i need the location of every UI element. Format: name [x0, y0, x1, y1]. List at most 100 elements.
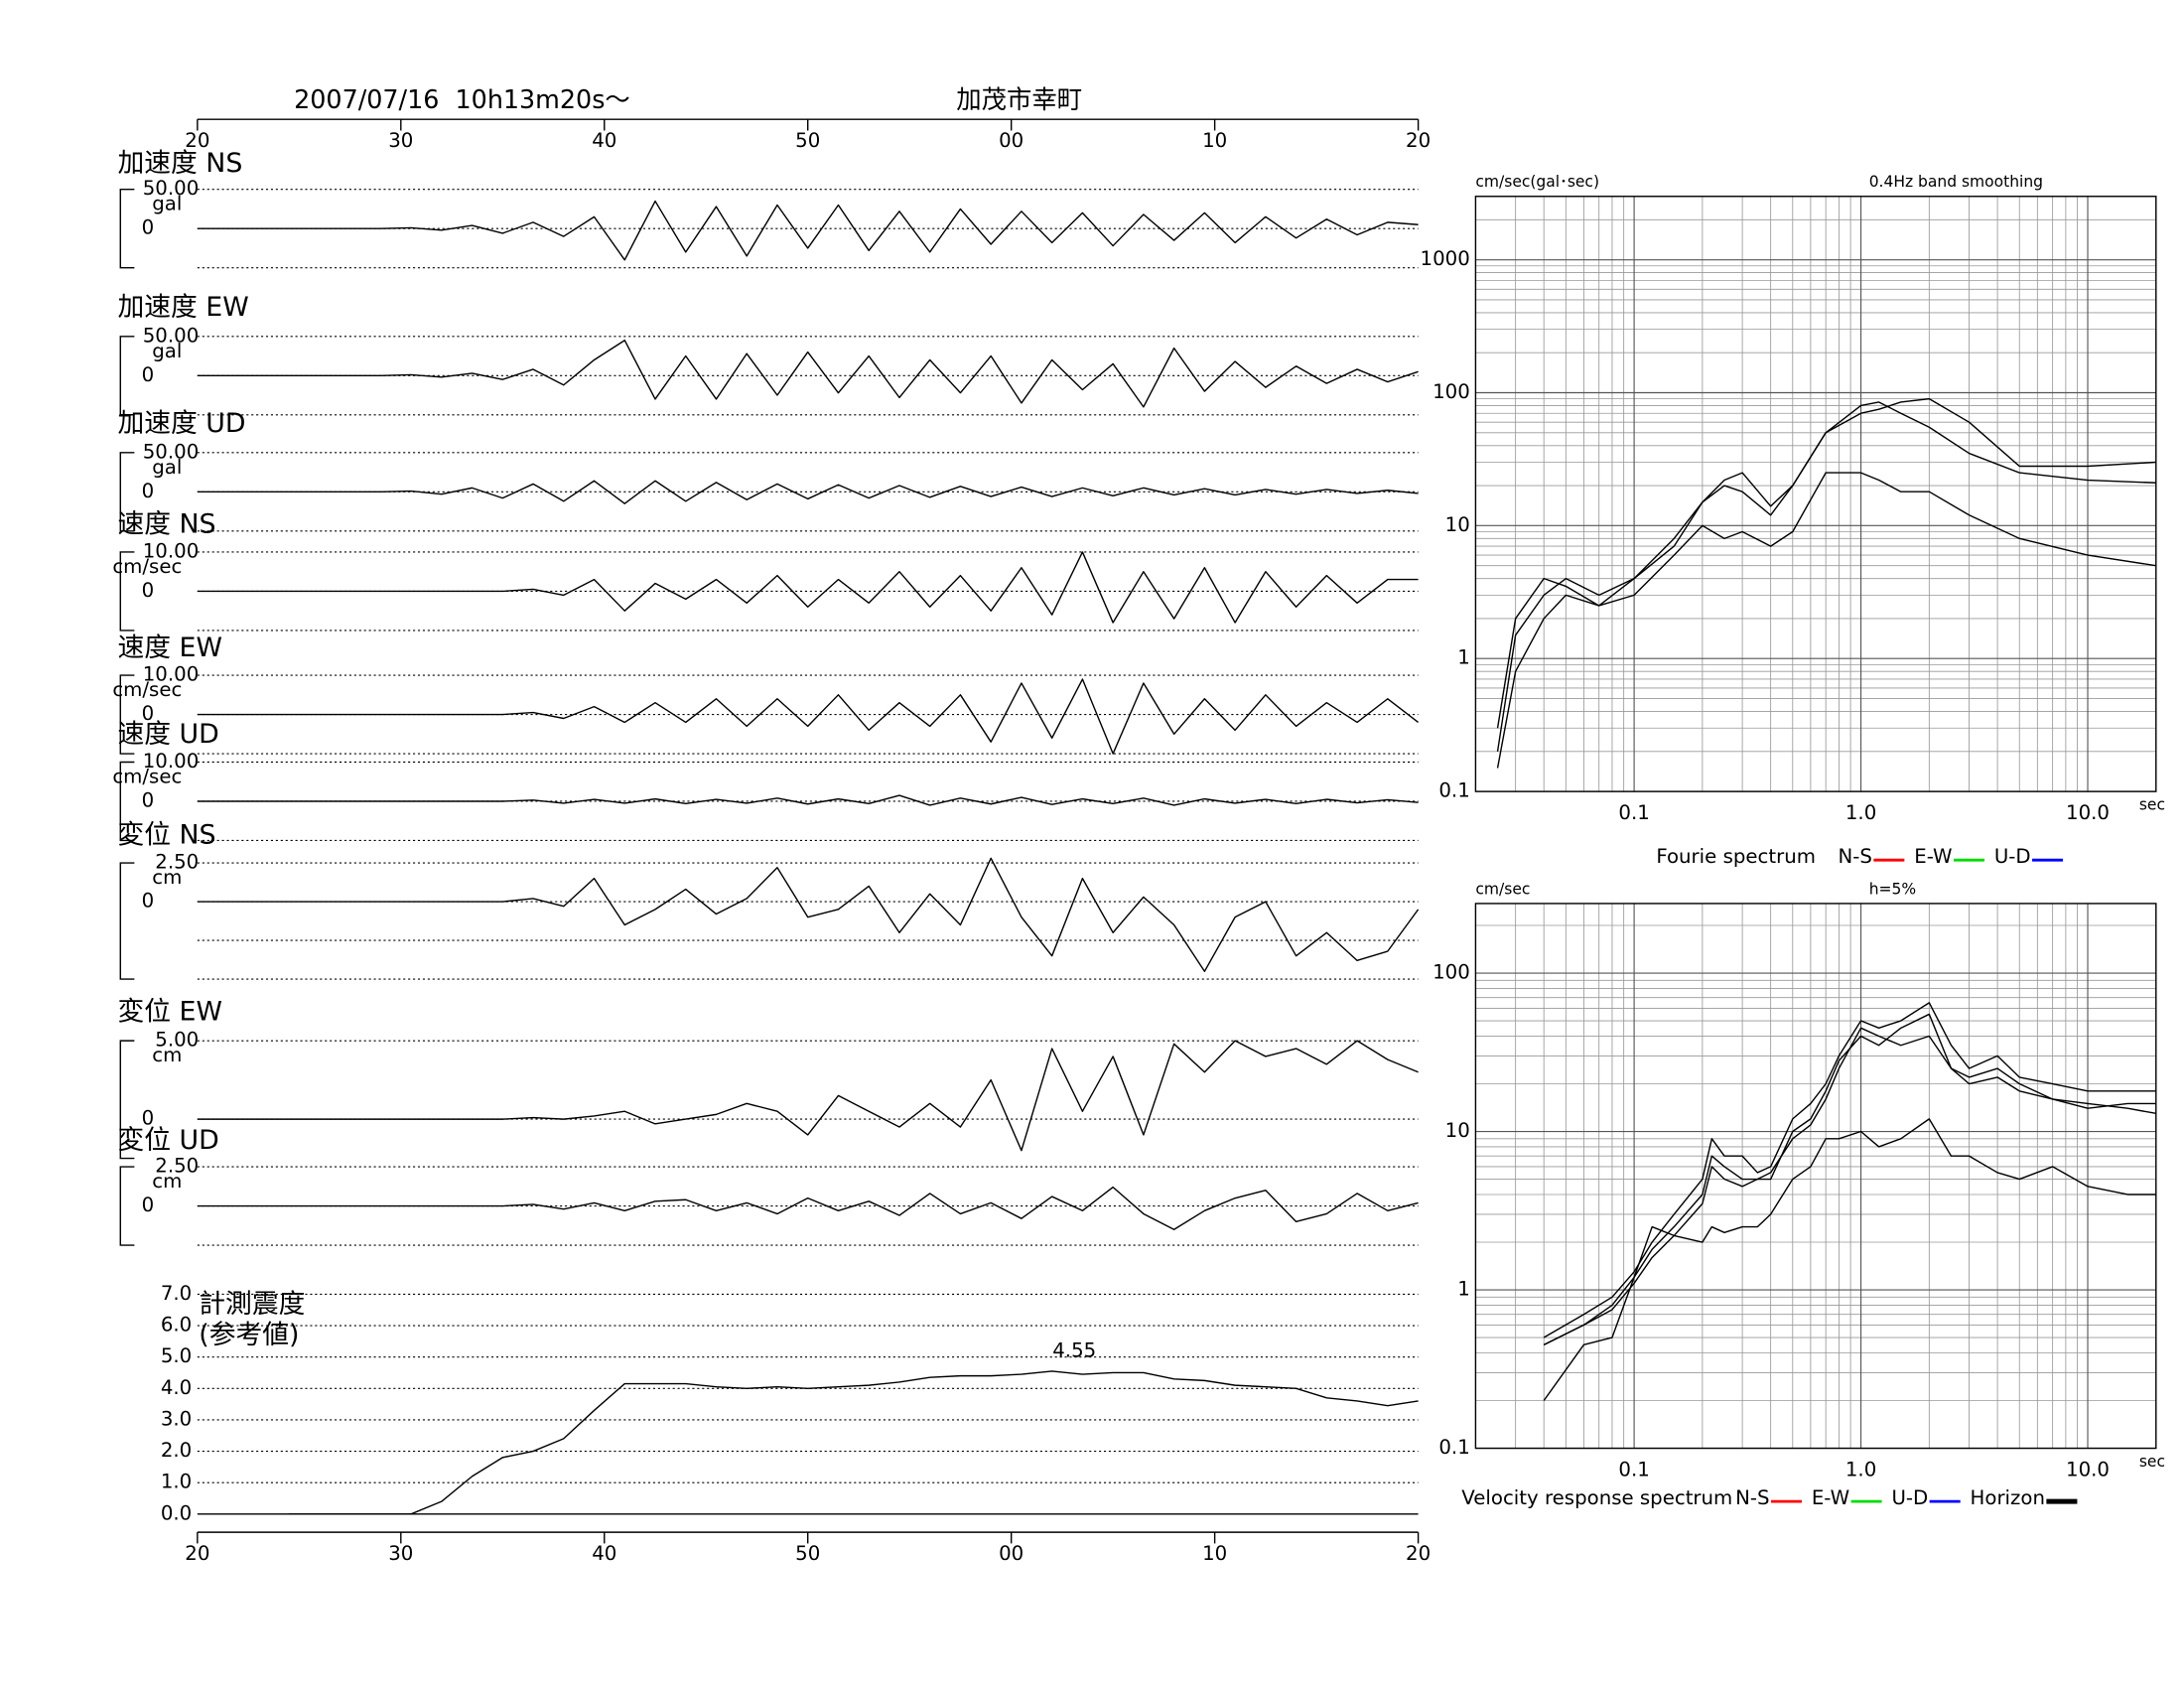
- plot-frame: [1474, 903, 2157, 1450]
- spectrum-line: [1543, 1013, 2156, 1345]
- panel-bracket: [119, 336, 135, 416]
- panel-bracket: [119, 862, 135, 980]
- waveform: [197, 857, 1420, 972]
- y-tick-label: 0: [142, 579, 155, 602]
- y-tick-label: 3.0: [161, 1407, 192, 1430]
- x-tick-label: 20: [1406, 129, 1431, 152]
- panel-label: 変位 UD: [117, 1125, 218, 1156]
- unit-label: gal: [152, 456, 182, 479]
- panel-bracket: [119, 189, 135, 269]
- y-tick-label: 0.0: [161, 1501, 192, 1524]
- x-tick-label: 10: [1202, 129, 1227, 152]
- y-tick-label: 5.00: [155, 1029, 199, 1052]
- record-time: 2007/07/16 10h13m20s〜: [294, 84, 630, 114]
- intensity-title: 計測震度: [199, 1289, 305, 1320]
- x-axis-label: sec: [2139, 1453, 2165, 1471]
- plot-frame: [1474, 196, 2157, 792]
- x-tick-label: 10.0: [2066, 1459, 2110, 1481]
- y-tick-label: 2.0: [161, 1439, 192, 1462]
- y-tick-label: 6.0: [161, 1314, 192, 1336]
- x-tick-label: 40: [592, 129, 616, 152]
- waveform: [197, 340, 1419, 408]
- waveform: [197, 1040, 1419, 1152]
- y-tick-label: 0.1: [1438, 1436, 1469, 1459]
- panel-label: 加速度 NS: [117, 148, 242, 179]
- x-tick-label: 20: [1406, 1542, 1431, 1565]
- legend-label: U-D: [1994, 845, 2031, 868]
- spectrum-line: [1496, 401, 2156, 729]
- y-tick-label: 0: [142, 480, 155, 502]
- spectrum-line: [1543, 1027, 2156, 1345]
- waveform: [197, 1186, 1419, 1230]
- panel-bracket: [119, 674, 135, 755]
- y-axis-label: cm/sec(gal･sec): [1475, 173, 1599, 191]
- y-tick-label: 5.0: [161, 1344, 192, 1367]
- spectrum-line: [1496, 397, 2156, 752]
- y-tick-label: 1000: [1421, 247, 1470, 270]
- x-tick-label: 30: [388, 1542, 413, 1565]
- y-tick-label: 2.50: [155, 851, 199, 874]
- spectrum-line: [1543, 1118, 2156, 1401]
- x-tick-label: 1.0: [1845, 1459, 1876, 1481]
- spectrum-line: [1543, 1002, 2156, 1338]
- y-tick-label: 0: [142, 1107, 155, 1130]
- x-axis-label: sec: [2139, 796, 2165, 814]
- legend-title: Fourie spectrum: [1656, 845, 1816, 868]
- y-tick-label: 0: [142, 363, 155, 386]
- intensity-subtitle: (参考値): [199, 1320, 299, 1350]
- y-tick-label: 50.00: [143, 440, 199, 463]
- panel-bracket: [119, 1166, 135, 1246]
- unit-label: cm/sec: [112, 766, 182, 788]
- panel-bracket: [119, 761, 135, 842]
- y-tick-label: 7.0: [161, 1282, 192, 1305]
- panel-label: 変位 NS: [117, 820, 215, 851]
- legend-label: N-S: [1839, 845, 1872, 868]
- x-tick-label: 20: [185, 1542, 209, 1565]
- panel-label: 速度 EW: [117, 633, 221, 663]
- waveform: [197, 200, 1419, 261]
- unit-label: cm: [152, 866, 182, 889]
- y-tick-label: 0: [142, 216, 155, 239]
- x-tick-label: 10: [1202, 1542, 1227, 1565]
- y-tick-label: 1.0: [161, 1471, 192, 1493]
- y-tick-label: 2.50: [155, 1155, 199, 1178]
- y-tick-label: 100: [1433, 961, 1470, 984]
- plot-note: 0.4Hz band smoothing: [1869, 173, 2043, 191]
- y-tick-label: 10.00: [143, 663, 199, 686]
- x-tick-label: 10.0: [2066, 801, 2110, 824]
- x-tick-label: 0.1: [1618, 1459, 1649, 1481]
- x-tick-label: 1.0: [1845, 801, 1876, 824]
- peak-label: 4.55: [1052, 1339, 1096, 1362]
- y-tick-label: 0: [142, 890, 155, 913]
- x-tick-label: 00: [999, 129, 1024, 152]
- panel-label: 速度 NS: [117, 509, 215, 540]
- panel-label: 速度 UD: [117, 719, 218, 750]
- y-tick-label: 50.00: [143, 177, 199, 200]
- waveform: [197, 678, 1420, 755]
- spectrum-line: [1496, 472, 2156, 769]
- x-tick-label: 50: [795, 129, 820, 152]
- x-tick-label: 20: [185, 129, 209, 152]
- intensity-line: [289, 1370, 1419, 1515]
- unit-label: cm: [152, 1170, 182, 1193]
- y-tick-label: 10: [1445, 513, 1470, 536]
- y-tick-label: 1: [1457, 1278, 1470, 1301]
- y-axis-label: cm/sec: [1475, 880, 1530, 898]
- y-tick-label: 0: [142, 702, 155, 725]
- legend-label: N-S: [1735, 1486, 1769, 1509]
- unit-label: gal: [152, 340, 182, 362]
- legend-label: E-W: [1812, 1486, 1849, 1509]
- x-tick-label: 30: [388, 129, 413, 152]
- y-tick-label: 0: [142, 788, 155, 811]
- y-tick-label: 100: [1433, 380, 1470, 403]
- legend-label: U-D: [1891, 1486, 1928, 1509]
- panel-label: 変位 EW: [117, 996, 221, 1027]
- x-tick-label: 40: [592, 1542, 616, 1565]
- panel-bracket: [119, 551, 135, 632]
- panel-bracket: [119, 452, 135, 532]
- unit-label: gal: [152, 193, 182, 215]
- y-tick-label: 50.00: [143, 324, 199, 347]
- x-tick-label: 50: [795, 1542, 820, 1565]
- legend-title: Velocity response spectrum: [1461, 1486, 1732, 1509]
